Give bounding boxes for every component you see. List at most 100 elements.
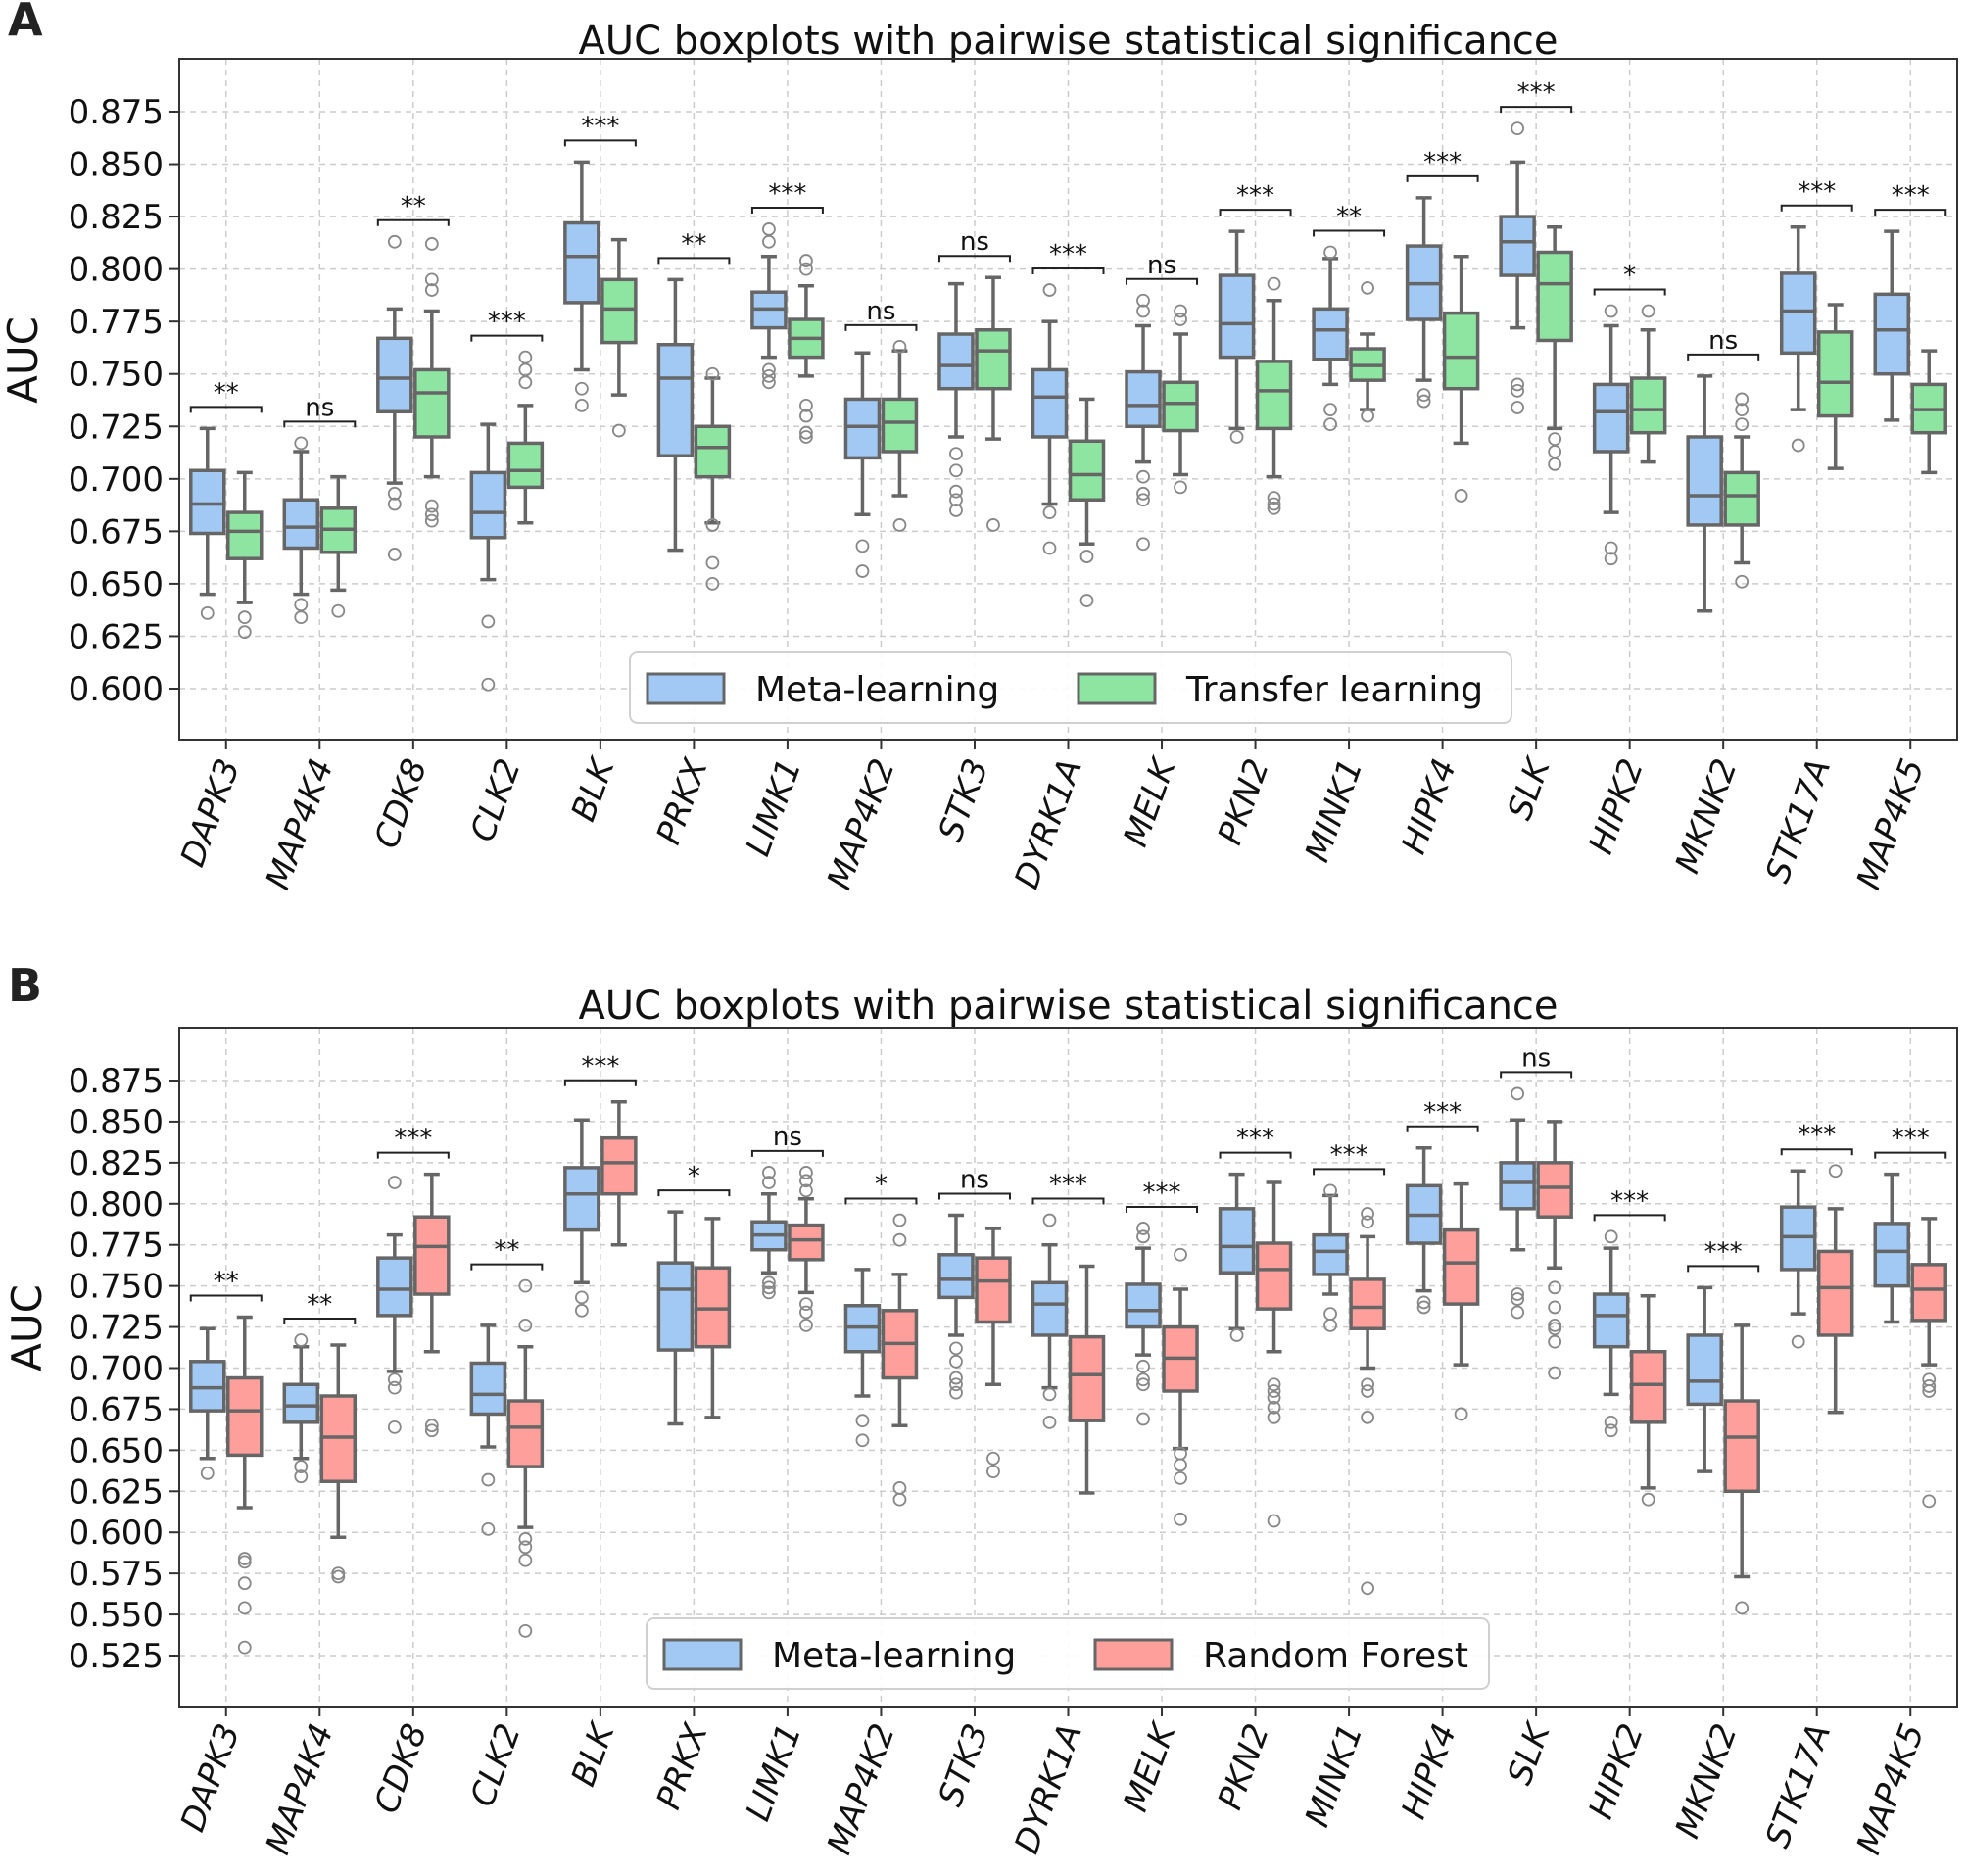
significance-label: *** [1330, 1140, 1368, 1170]
x-tick-label: MELK [1116, 1716, 1184, 1817]
significance-clk2: *** [470, 308, 544, 342]
panel-a-chart: AUC boxplots with pairwise statistical s… [0, 19, 1958, 894]
iqr-box [1442, 311, 1480, 391]
iqr-box [1312, 307, 1349, 361]
outlier-point [200, 1466, 215, 1480]
significance-bracket [937, 255, 1011, 263]
significance-melk: ns [1126, 251, 1199, 285]
outlier-point [294, 1460, 309, 1474]
box-blk-other [600, 237, 638, 438]
significance-prkx: ** [657, 229, 731, 265]
outlier-point [424, 1419, 439, 1433]
outlier-point [762, 1275, 776, 1290]
y-tick-label: 0.875 [69, 1062, 164, 1101]
significance-label: ** [681, 229, 706, 259]
significance-bracket [1313, 1168, 1386, 1176]
outlier-point [387, 497, 402, 511]
plot-frame [178, 1027, 1958, 1708]
significance-hipk2: * [1593, 261, 1666, 296]
significance-label: * [688, 1162, 700, 1191]
box-stk3-meta [937, 281, 975, 517]
legend-label: Meta-learning [755, 670, 999, 710]
box-map4k5-other [1910, 349, 1947, 475]
significance-bracket [1406, 174, 1479, 182]
x-tick-label: MAP4K2 [820, 753, 903, 894]
x-tick-label: MKNK2 [1668, 753, 1746, 878]
x-tick-label: PKN2 [1211, 753, 1277, 849]
outlier-point [387, 1176, 402, 1189]
significance-label: *** [1423, 148, 1462, 177]
iqr-box [600, 277, 638, 345]
box-prkx-other [694, 366, 732, 591]
x-tick-label: PKN2 [1211, 1718, 1277, 1814]
outlier-point [949, 504, 963, 517]
significance-cdk8: *** [376, 1125, 450, 1159]
significance-hipk4: *** [1406, 1098, 1479, 1132]
box-hipk2-meta [1592, 1229, 1630, 1438]
iqr-box [1031, 367, 1069, 439]
x-tick-label: MINK1 [1298, 1718, 1371, 1832]
box-hipk2-other [1629, 1293, 1667, 1507]
outlier-point [1548, 1322, 1562, 1336]
iqr-box [1592, 382, 1630, 454]
box-cdk8-other [413, 1172, 451, 1438]
outlier-point [1548, 1280, 1562, 1295]
significance-label: *** [1798, 1121, 1836, 1150]
outlier-point [1136, 304, 1150, 318]
outlier-point [424, 283, 439, 297]
significance-label: ** [214, 1268, 239, 1297]
outlier-point [1604, 1423, 1618, 1438]
outlier-point [1641, 1492, 1655, 1507]
box-prkx-other [694, 1217, 732, 1419]
outlier-point [294, 1333, 309, 1347]
outlier-point [1604, 304, 1618, 318]
box-pkn2-other [1255, 276, 1293, 515]
outlier-point [1174, 1458, 1187, 1472]
iqr-box [506, 1399, 545, 1468]
outlier-point [1361, 281, 1374, 295]
significance-label: ** [307, 1290, 332, 1320]
iqr-box [1312, 1232, 1349, 1276]
outlier-point [1136, 293, 1150, 308]
x-tick-label: BLK [564, 751, 624, 827]
plot-frame [178, 58, 1958, 741]
iqr-box [1723, 470, 1760, 527]
outlier-point [518, 375, 533, 390]
iqr-box [189, 468, 226, 536]
box-stk17a-other [1816, 303, 1854, 470]
legend: Meta-learning Transfer learning [629, 651, 1512, 724]
iqr-box [1910, 1263, 1947, 1323]
outlier-point [892, 1232, 907, 1247]
iqr-box [656, 1261, 695, 1352]
significance-label: *** [1049, 240, 1087, 269]
significance-label: ns [866, 297, 895, 326]
significance-bracket [1593, 1214, 1666, 1222]
iqr-box [788, 1223, 825, 1262]
x-tick-label: STK3 [931, 1718, 996, 1811]
significance-blk: *** [563, 112, 637, 147]
outlier-point [1511, 401, 1525, 414]
outlier-point [1548, 1334, 1562, 1349]
iqr-box [843, 397, 882, 460]
outlier-point [799, 1183, 813, 1198]
significance-label: *** [1892, 181, 1930, 211]
outlier-point [1079, 594, 1094, 607]
significance-bracket [657, 257, 731, 265]
legend-swatch [1077, 672, 1157, 705]
outlier-point [1229, 430, 1244, 444]
legend-swatch [1093, 1638, 1174, 1671]
significance-hipk4: *** [1406, 148, 1479, 182]
significance-dapk3: ** [189, 378, 263, 413]
x-tick-label: HIPK4 [1394, 1718, 1464, 1824]
significance-map4k4: ns [283, 393, 357, 428]
outlier-point [1136, 1372, 1150, 1387]
outlier-point [762, 1176, 776, 1189]
box-mknk2-meta [1686, 1285, 1723, 1473]
outlier-point [1604, 552, 1618, 566]
outlier-point [1136, 1359, 1150, 1373]
outlier-point [762, 234, 776, 249]
y-axis-label: AUC [3, 1284, 51, 1371]
significance-label: *** [1236, 181, 1274, 211]
outlier-point [1511, 383, 1525, 398]
outlier-point [1548, 457, 1562, 471]
